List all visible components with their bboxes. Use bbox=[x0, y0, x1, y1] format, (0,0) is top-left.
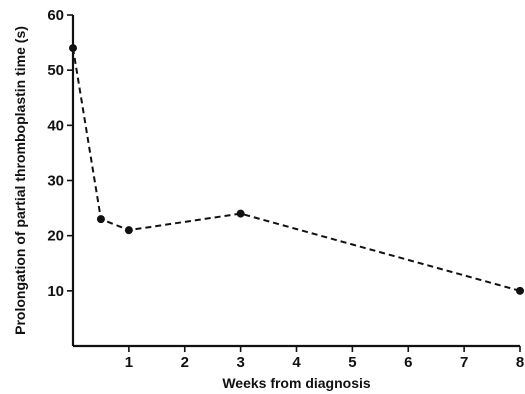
x-tick-label: 4 bbox=[292, 354, 301, 371]
x-tick-label: 3 bbox=[236, 354, 244, 371]
x-tick-label: 2 bbox=[181, 354, 189, 371]
x-axis-title: Weeks from diagnosis bbox=[222, 375, 371, 391]
y-ticks: 10 20 30 40 50 60 bbox=[47, 7, 73, 300]
series-line bbox=[72, 47, 521, 292]
x-ticks: 1 2 3 4 5 6 7 8 bbox=[125, 346, 524, 371]
y-tick-label: 60 bbox=[47, 7, 64, 24]
y-tick-label: 20 bbox=[47, 228, 64, 245]
x-tick-label: 8 bbox=[516, 354, 524, 371]
y-tick-label: 40 bbox=[47, 117, 64, 134]
y-tick-label: 30 bbox=[47, 173, 64, 190]
x-tick-label: 1 bbox=[125, 354, 133, 371]
data-point bbox=[96, 215, 105, 224]
data-point bbox=[69, 44, 77, 53]
x-tick-label: 7 bbox=[460, 354, 468, 371]
x-tick-label: 6 bbox=[404, 354, 412, 371]
data-point bbox=[516, 286, 524, 295]
y-tick-label: 10 bbox=[47, 283, 64, 300]
y-tick-label: 50 bbox=[47, 62, 64, 79]
x-tick-label: 5 bbox=[348, 354, 356, 371]
series bbox=[69, 44, 524, 295]
data-point bbox=[124, 226, 133, 235]
y-axis-title: Prolongation of partial thromboplastin t… bbox=[12, 26, 28, 335]
axes bbox=[71, 15, 520, 348]
data-point bbox=[236, 209, 245, 218]
